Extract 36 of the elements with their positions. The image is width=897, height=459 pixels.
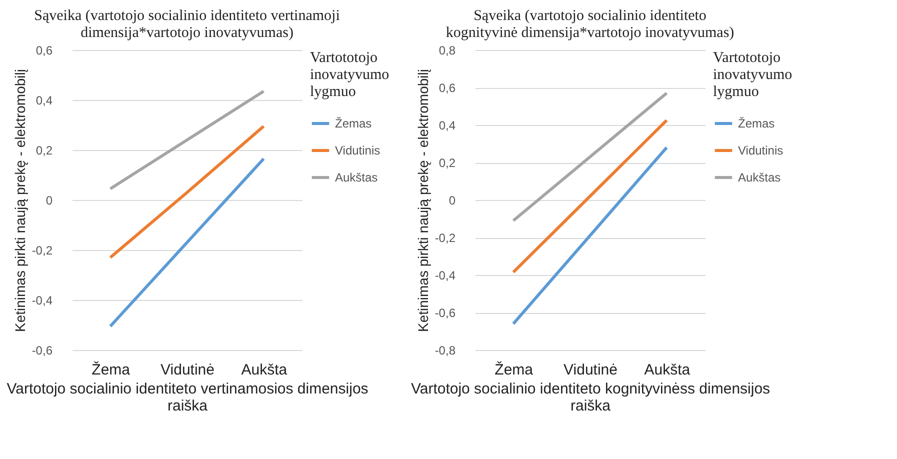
legend-title: Vartototojo inovatyvumo lygmuo <box>713 50 792 100</box>
y-tick-label: -0,4 <box>434 268 456 282</box>
x-axis-title: Vartotojo socialinio identiteto vertinamosios dimensijos raiška <box>6 380 368 414</box>
y-tick-label: 0,4 <box>438 118 456 132</box>
y-tick-label: -0,8 <box>434 344 456 358</box>
legend-label: Vidutinis <box>335 144 380 158</box>
x-tick-label: Žema <box>494 360 534 378</box>
legend-label: Vidutinis <box>738 144 784 158</box>
y-tick-label: 0 <box>46 194 53 208</box>
x-tick-label: Aukšta <box>241 362 288 378</box>
y-tick-label: 0,6 <box>438 81 456 95</box>
y-tick-label: 0,6 <box>36 44 53 58</box>
legend-label: Aukštas <box>738 170 781 184</box>
y-tick-label: 0,2 <box>36 144 53 158</box>
chart-title: Sąveika (vartotojo socialinio identiteto kognityvinė dimensija*vartotojo inovatyvumas) <box>446 8 734 41</box>
y-tick-label: -0,6 <box>32 344 53 358</box>
x-tick-label: Vidutinė <box>564 362 618 378</box>
y-axis-title: Ketinimas pirkti naują prekę - elektromobilį <box>12 69 28 332</box>
x-tick-label: Vidutinė <box>160 362 214 378</box>
y-tick-label: -0,6 <box>434 306 456 320</box>
legend-label: Aukštas <box>335 170 378 184</box>
x-axis-title: Vartotojo socialinio identiteto kognityvinėss dimensijos raiška <box>410 380 770 414</box>
x-tick-label: Aukšta <box>644 362 691 378</box>
y-tick-label: 0,4 <box>36 94 53 108</box>
y-tick-label: 0,8 <box>438 44 456 58</box>
legend-label: Žemas <box>738 116 775 130</box>
x-tick-label: Žema <box>92 360 131 378</box>
y-tick-label: 0,2 <box>438 156 456 170</box>
y-tick-label: -0,4 <box>32 294 53 308</box>
legend-label: Žemas <box>335 116 372 130</box>
chart-title: Sąveika (vartotojo socialinio identiteto vertinamoji dimensija*vartotojo inovatyvumas) <box>34 8 340 41</box>
y-tick-label: 0 <box>448 194 456 208</box>
legend-title: Vartototojo inovatyvumo lygmuo <box>310 50 390 100</box>
y-axis-title: Ketinimas pirkti naują prekę - elektromobilį <box>414 69 431 332</box>
y-tick-label: -0,2 <box>434 231 456 245</box>
y-tick-label: -0,2 <box>32 244 53 258</box>
